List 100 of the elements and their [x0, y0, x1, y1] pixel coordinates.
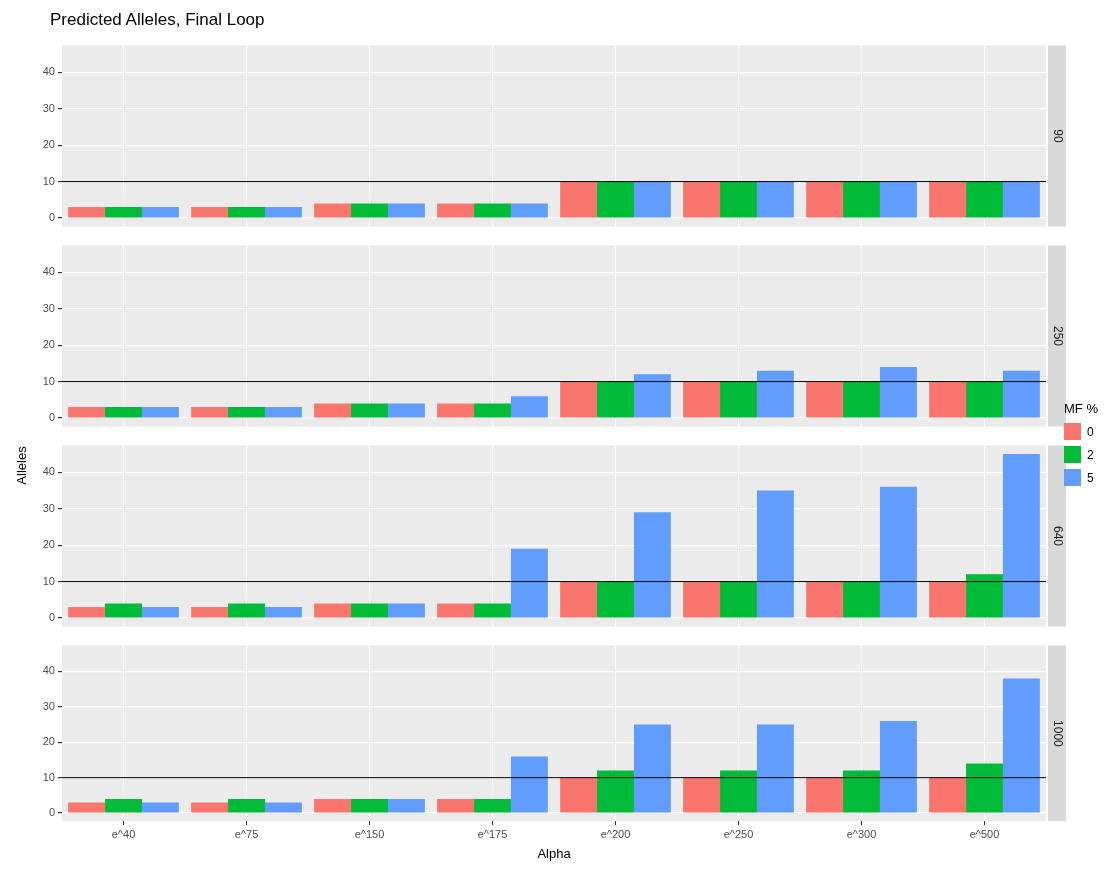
bar [387, 603, 425, 618]
bar [806, 777, 844, 813]
bar [474, 798, 511, 813]
y-tick-label: 20 [42, 338, 55, 351]
bar [683, 581, 721, 618]
bar [105, 407, 142, 418]
x-tick-label: e^250 [723, 827, 754, 840]
x-tick-label: e^75 [234, 827, 259, 840]
bar [387, 403, 425, 418]
bar [720, 181, 757, 218]
bar [843, 381, 880, 418]
bar [756, 181, 794, 218]
bar [191, 607, 229, 618]
bar [68, 802, 106, 813]
bar [966, 574, 1003, 618]
x-tick-label: e^150 [354, 827, 385, 840]
bar [720, 770, 757, 813]
bar [437, 203, 475, 218]
bar [683, 181, 721, 218]
bar [437, 403, 475, 418]
bar [228, 207, 265, 218]
x-tick-label: e^40 [111, 827, 136, 840]
bar [474, 403, 511, 418]
y-tick-label: 40 [42, 465, 55, 478]
legend-title: MF % [1064, 401, 1099, 417]
y-tick-label: 30 [42, 699, 55, 712]
bar [1002, 678, 1040, 813]
bar [683, 381, 721, 418]
legend-label: 0 [1087, 424, 1094, 439]
bar [756, 370, 794, 418]
y2-axis-title: 1000 [1050, 720, 1065, 748]
y-tick-label: 0 [48, 211, 55, 224]
bar [1002, 181, 1040, 218]
y-tick-label: 10 [42, 374, 55, 387]
bar [843, 581, 880, 618]
y-tick-label: 20 [42, 138, 55, 151]
x-tick-label: e^200 [600, 827, 631, 840]
bar [633, 724, 671, 813]
bar [720, 581, 757, 618]
bar [597, 381, 634, 418]
bar [597, 181, 634, 218]
bar [105, 798, 142, 813]
bar [191, 407, 229, 418]
y-tick-label: 10 [42, 574, 55, 587]
y2-axis-title: 640 [1050, 525, 1065, 547]
bar [68, 407, 106, 418]
bar [68, 207, 106, 218]
x-tick-label: e^175 [477, 827, 508, 840]
y-tick-label: 30 [42, 501, 55, 514]
bar [966, 181, 1003, 218]
bar [879, 181, 917, 218]
y-tick-label: 30 [42, 101, 55, 114]
y-tick-label: 0 [48, 611, 55, 624]
bar [141, 607, 179, 618]
bar [879, 721, 917, 813]
y2-axis-title: 90 [1050, 129, 1065, 143]
bar [105, 603, 142, 618]
bar [879, 486, 917, 618]
bar [314, 603, 352, 618]
bar [437, 798, 475, 813]
y-tick-label: 40 [42, 265, 55, 278]
bar [843, 770, 880, 813]
bar [720, 381, 757, 418]
bar [560, 381, 598, 418]
bar [228, 603, 265, 618]
bar [314, 203, 352, 218]
bar [510, 203, 548, 218]
bar [314, 403, 352, 418]
bar [510, 756, 548, 813]
x-tick-label: e^500 [969, 827, 1000, 840]
y-tick-label: 10 [42, 770, 55, 783]
bar [228, 407, 265, 418]
bar [141, 207, 179, 218]
bar [879, 366, 917, 418]
bar [474, 603, 511, 618]
bar [264, 607, 302, 618]
bar [633, 374, 671, 418]
bar [264, 802, 302, 813]
bar [105, 207, 142, 218]
bar [966, 763, 1003, 813]
bar [314, 798, 352, 813]
y-tick-label: 10 [42, 174, 55, 187]
bar [351, 203, 388, 218]
x-tick-label: e^300 [846, 827, 877, 840]
bar [560, 581, 598, 618]
y-tick-label: 20 [42, 538, 55, 551]
legend-label: 5 [1087, 470, 1094, 485]
bar [633, 512, 671, 618]
bar [141, 802, 179, 813]
bar [351, 798, 388, 813]
bar [141, 407, 179, 418]
bar [510, 548, 548, 618]
bar [387, 798, 425, 813]
bar [560, 181, 598, 218]
bar [510, 396, 548, 418]
bar [633, 181, 671, 218]
bar [437, 603, 475, 618]
bar [560, 777, 598, 813]
y-tick-label: 30 [42, 301, 55, 314]
bar [474, 203, 511, 218]
